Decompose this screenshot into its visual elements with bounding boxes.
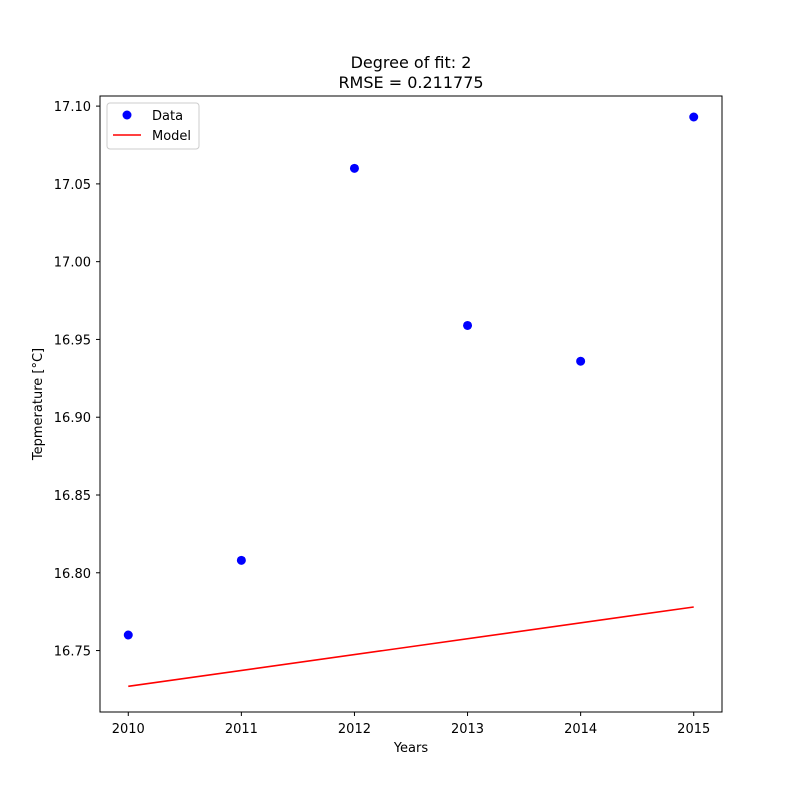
y-tick-label: 16.90	[54, 411, 91, 426]
plot-frame	[99, 95, 723, 713]
x-tick-label: 2014	[564, 722, 597, 737]
y-tick-label: 16.75	[54, 645, 91, 660]
legend-label-model: Model	[152, 129, 191, 144]
y-axis-label: Tepmerature [°C]	[31, 348, 46, 461]
data-point	[689, 112, 699, 122]
x-tick-label: 2010	[112, 722, 145, 737]
x-tick-label: 2012	[338, 722, 371, 737]
plot-area: 2010 2011 2012 2013 2014 2015 16.75 16.80 16.85…	[54, 95, 723, 737]
x-axis-label: Years	[393, 741, 429, 756]
x-tick-label: 2015	[677, 722, 710, 737]
x-axis-ticks: 2010 2011 2012 2013 2014 2015	[112, 712, 710, 737]
y-tick-label: 16.80	[54, 567, 91, 582]
y-axis-ticks: 16.75 16.80 16.85 16.90 16.95 17.00 17.05 17.10	[54, 100, 100, 660]
data-point	[123, 630, 133, 640]
y-tick-label: 16.95	[54, 333, 91, 348]
y-tick-label: 17.05	[54, 178, 91, 193]
y-tick-label: 17.00	[54, 256, 91, 271]
legend: Data Model	[106, 102, 200, 150]
x-tick-label: 2011	[225, 722, 258, 737]
series-layer	[123, 112, 699, 688]
y-tick-label: 16.85	[54, 489, 91, 504]
data-point	[236, 555, 246, 565]
y-tick-label: 17.10	[54, 100, 91, 115]
data-point	[349, 163, 359, 173]
legend-label-data: Data	[152, 109, 183, 124]
data-point	[463, 320, 473, 330]
x-tick-label: 2013	[451, 722, 484, 737]
chart-title-line-2: RMSE = 0.211775	[338, 73, 483, 92]
data-point	[576, 356, 586, 366]
model-line	[128, 606, 694, 688]
legend-marker-data	[122, 110, 132, 120]
chart-title-line-1: Degree of fit: 2	[351, 53, 472, 72]
